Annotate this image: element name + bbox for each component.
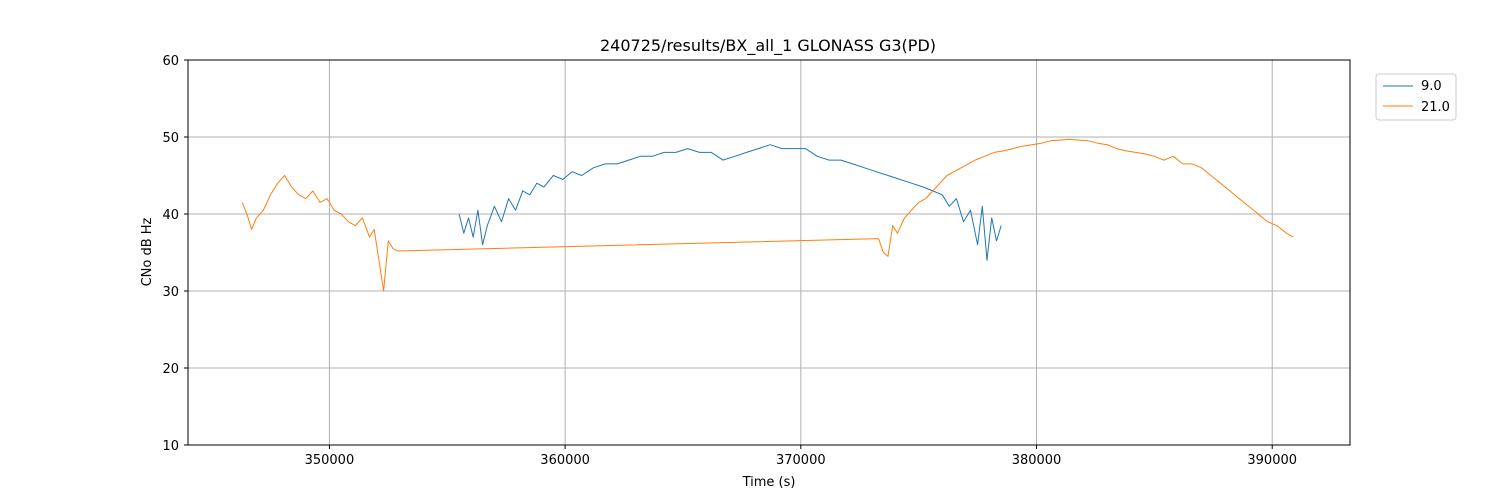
x-tick-label: 360000 [540, 453, 590, 468]
series-line-2 [241, 138, 1294, 292]
y-tick-label: 50 [162, 131, 179, 146]
legend: 9.0 21.0 [1375, 73, 1457, 121]
y-axis-label: CNo dB Hz [140, 217, 155, 286]
x-ticks: 350000 360000 370000 380000 390000 [305, 445, 1297, 468]
x-tick-label: 370000 [776, 453, 826, 468]
legend-label-series-1: 9.0 [1421, 79, 1442, 94]
legend-label-series-2: 21.0 [1421, 100, 1450, 115]
y-tick-label: 10 [162, 439, 179, 454]
chart-title: 240725/results/BX_all_1 GLONASS G3(PD) [600, 36, 936, 56]
y-tick-label: 60 [162, 54, 179, 69]
y-tick-label: 30 [162, 285, 179, 300]
x-tick-label: 350000 [305, 453, 355, 468]
x-axis-label: Time (s) [742, 475, 796, 490]
plot-frame [187, 59, 1351, 446]
x-tick-label: 380000 [1012, 453, 1062, 468]
series-layer [241, 138, 1294, 292]
series-line-1 [458, 144, 1002, 261]
y-tick-label: 20 [162, 362, 179, 377]
y-ticks: 10 20 30 40 50 60 [162, 54, 188, 454]
x-tick-label: 390000 [1247, 453, 1297, 468]
y-tick-label: 40 [162, 208, 179, 223]
